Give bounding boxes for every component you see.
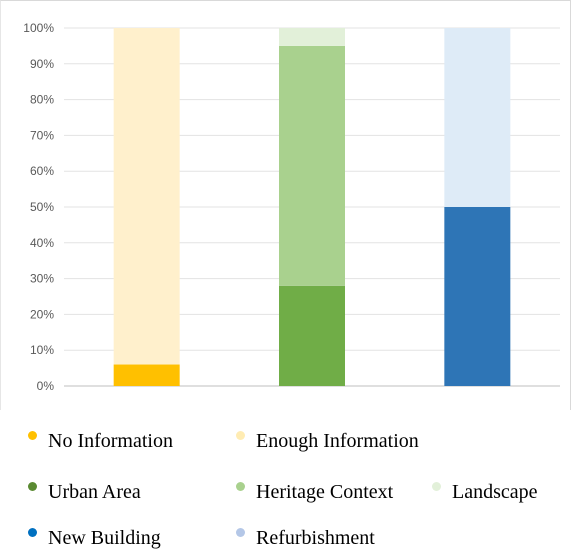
y-tick-label: 30% [30, 272, 54, 286]
y-tick-label: 0% [37, 379, 55, 393]
legend-label: Landscape [452, 481, 538, 503]
y-tick-label: 40% [30, 236, 54, 250]
bar-segment-new-building [444, 207, 511, 386]
legend-dot-icon [236, 528, 245, 537]
legend-label: Refurbishment [256, 527, 375, 549]
legend-item-enough-information: Enough Information [236, 430, 419, 453]
y-tick-label: 80% [30, 93, 54, 107]
bar-segment-urban-area [279, 285, 345, 386]
legend-dot-icon [236, 482, 245, 491]
legend-dot-icon [236, 431, 245, 440]
legend-item-heritage-context: Heritage Context [236, 481, 393, 504]
legend-label: New Building [48, 527, 161, 549]
legend-item-refurbishment: Refurbishment [236, 527, 375, 550]
y-tick-label: 90% [30, 57, 54, 71]
y-tick-label: 50% [30, 200, 54, 214]
y-tick-label: 20% [30, 307, 54, 321]
legend-item-no-information: No Information [28, 430, 173, 453]
bar-segment-no-information [113, 364, 180, 386]
stacked-bar-chart: 0% 10% 20% 30% 40% 50% 60% 70% 80% 90% 100% [23, 21, 560, 393]
legend-dot-icon [28, 482, 37, 491]
legend-dot-icon [28, 528, 37, 537]
legend-dot-icon [28, 431, 37, 440]
legend-label: Urban Area [48, 481, 141, 503]
y-tick-label: 100% [23, 21, 54, 35]
y-tick-label: 60% [30, 164, 54, 178]
legend-item-urban-area: Urban Area [28, 481, 141, 504]
legend-dot-icon [432, 482, 441, 491]
bar-segment-enough-information [113, 28, 180, 365]
bar-segment-landscape [279, 28, 345, 46]
legend-label: No Information [48, 430, 173, 452]
legend-item-new-building: New Building [28, 527, 161, 550]
bar-segment-heritage-context [279, 45, 345, 286]
y-tick-label: 70% [30, 128, 54, 142]
legend-item-landscape: Landscape [432, 481, 538, 504]
bar-segment-refurbishment [444, 28, 511, 207]
y-tick-label: 10% [30, 343, 54, 357]
legend-label: Heritage Context [256, 481, 394, 503]
legend-label: Enough Information [256, 430, 419, 452]
